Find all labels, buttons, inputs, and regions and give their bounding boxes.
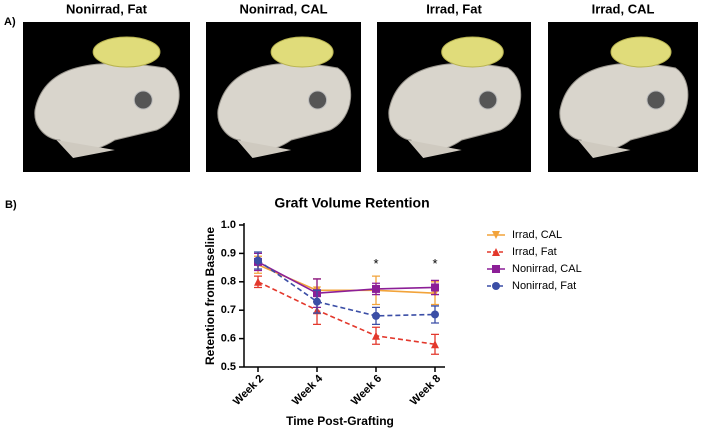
series-line — [257, 259, 436, 317]
legend-marker — [492, 248, 500, 256]
x-tick-label: Week 8 — [408, 373, 443, 408]
panel-label: A) — [4, 16, 16, 28]
legend-marker — [492, 265, 500, 273]
series — [254, 255, 439, 306]
panel-label: B) — [5, 199, 17, 211]
skull-image — [377, 22, 531, 172]
y-tick-label: 0.7 — [221, 304, 236, 316]
marker — [372, 284, 380, 293]
marker — [313, 297, 321, 306]
jaw — [578, 140, 631, 158]
x-tick-label: Week 6 — [349, 373, 384, 408]
series-line — [257, 261, 436, 294]
y-tick-label: 1.0 — [221, 219, 236, 231]
marker — [431, 310, 439, 319]
series — [254, 252, 439, 309]
marker — [254, 256, 262, 265]
marker — [372, 331, 380, 340]
annotation: * — [373, 256, 378, 271]
jaw — [407, 140, 462, 158]
y-tick-label: 0.8 — [221, 276, 236, 288]
series — [254, 251, 439, 326]
orbit — [308, 90, 328, 110]
jaw — [237, 140, 292, 158]
skull — [34, 62, 180, 152]
marker — [431, 283, 439, 292]
skull-image — [23, 22, 190, 172]
graft — [270, 36, 334, 68]
graft — [610, 36, 672, 68]
marker — [372, 311, 380, 320]
jaw — [56, 140, 115, 158]
panel-title: Irrad, Fat — [426, 1, 482, 16]
orbit — [646, 90, 666, 110]
x-tick-label: Week 4 — [290, 372, 326, 408]
skull-panels: Nonirrad, Fat Nonirrad, CAL Irrad, Fat Irra… — [23, 1, 698, 172]
skull — [217, 62, 352, 152]
legend-marker — [492, 231, 500, 239]
x-axis-label: Time Post-Grafting — [286, 414, 394, 428]
legend-label: Irrad, CAL — [512, 229, 562, 241]
marker — [431, 340, 439, 349]
legend-label: Nonirrad, CAL — [512, 263, 582, 275]
skull-image — [206, 22, 361, 172]
skull-image — [548, 22, 698, 172]
y-tick-label: 0.5 — [221, 361, 236, 373]
orbit — [133, 90, 153, 110]
y-tick-label: 0.9 — [221, 247, 236, 259]
x-tick-label: Week 2 — [231, 373, 266, 408]
plot: 0.5 0.6 0.7 0.8 0.9 1.0 Week 2 Week 4 Week 6 Week… — [221, 219, 582, 408]
orbit — [478, 90, 498, 110]
series-line — [257, 281, 436, 346]
graft — [92, 36, 161, 68]
y-axis-label: Retention from Baseline — [203, 227, 217, 365]
chart-title: Graft Volume Retention — [274, 195, 429, 211]
marker — [254, 277, 262, 286]
y-tick-label: 0.6 — [221, 333, 236, 345]
legend-marker — [492, 282, 500, 290]
annotation: * — [432, 256, 437, 271]
panel-title: Nonirrad, CAL — [239, 1, 327, 16]
skull — [388, 62, 522, 152]
panel-title: Nonirrad, Fat — [66, 1, 148, 16]
legend-label: Nonirrad, Fat — [512, 280, 576, 292]
graft — [441, 36, 504, 68]
skull — [559, 62, 689, 151]
legend-label: Irrad, Fat — [512, 246, 557, 258]
panel-title: Irrad, CAL — [592, 1, 655, 16]
